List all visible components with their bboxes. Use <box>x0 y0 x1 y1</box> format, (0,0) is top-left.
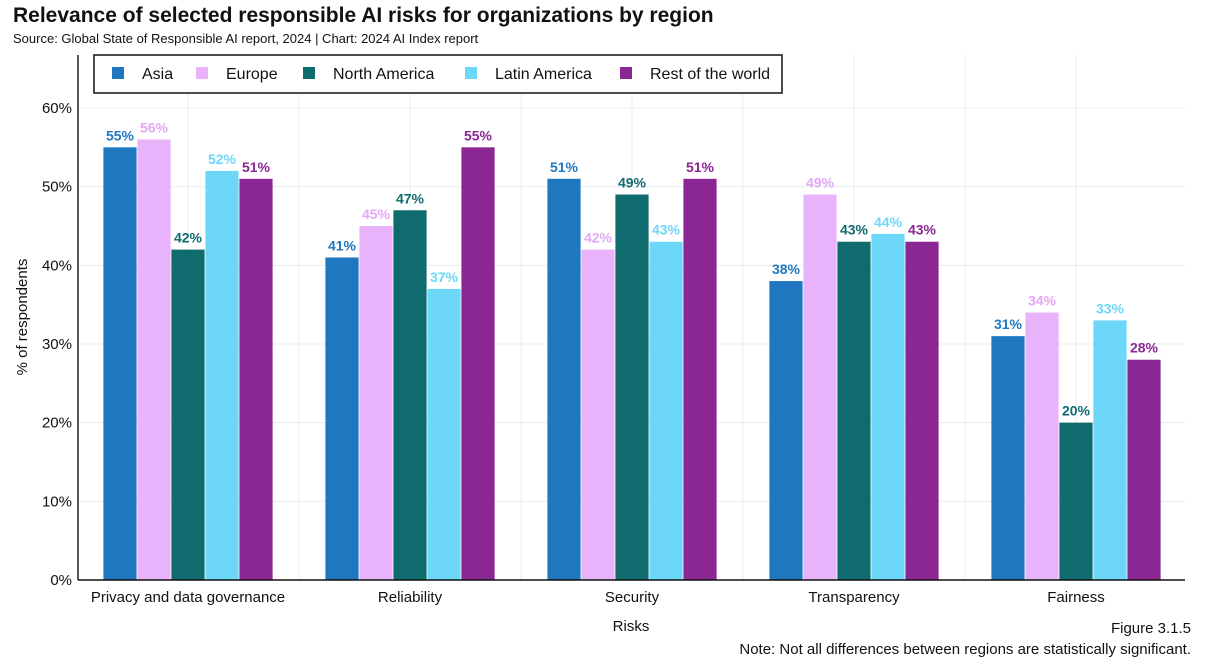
bar <box>137 139 171 580</box>
data-labels: 55% 41% 51% 38% 31% 56% 45% 42% 49% 34% 42% 47% 49% 4… <box>106 119 1159 418</box>
data-label: 37% <box>430 269 459 285</box>
data-label: 49% <box>618 175 647 191</box>
x-axis-title: Risks <box>613 618 650 635</box>
y-tick-label: 60% <box>42 100 72 117</box>
legend-label: North America <box>333 66 434 83</box>
bar <box>547 178 581 581</box>
bar <box>1025 312 1059 580</box>
bar <box>649 241 683 580</box>
legend-swatch <box>196 67 208 79</box>
bar <box>461 147 495 581</box>
data-label: 31% <box>994 316 1023 332</box>
y-tick-label: 0% <box>50 572 72 589</box>
bar <box>991 336 1025 580</box>
data-label: 51% <box>242 159 271 175</box>
x-tick-label: Fairness <box>1047 589 1105 606</box>
data-label: 51% <box>550 159 579 175</box>
data-label: 51% <box>686 159 715 175</box>
y-tick-label: 50% <box>42 179 72 196</box>
bar <box>905 241 939 580</box>
data-label: 43% <box>908 222 937 238</box>
data-label: 20% <box>1062 403 1091 419</box>
x-tick-label: Reliability <box>378 589 443 606</box>
legend-label: Latin America <box>495 66 592 83</box>
x-tick-label: Privacy and data governance <box>91 589 285 606</box>
bar <box>205 170 239 580</box>
bar <box>359 226 393 580</box>
x-tick-label: Security <box>605 589 660 606</box>
bar <box>871 233 905 580</box>
bar <box>239 178 273 581</box>
bar <box>1059 422 1093 580</box>
data-label: 28% <box>1130 340 1159 356</box>
y-axis-title: % of respondents <box>14 259 31 376</box>
legend-label: Europe <box>226 66 278 83</box>
data-label: 41% <box>328 237 357 253</box>
legend: Asia Europe North America Latin America Rest… <box>93 54 783 94</box>
chart-subtitle: Source: Global State of Responsible AI r… <box>13 31 479 46</box>
legend-swatch <box>465 67 477 79</box>
data-label: 55% <box>464 127 493 143</box>
bar <box>103 147 137 581</box>
y-tick-label: 20% <box>42 415 72 432</box>
x-tick-label: Transparency <box>808 589 900 606</box>
bar <box>325 257 359 580</box>
axes: 0% 10% 20% 30% 40% 50% 60% Privacy and data gov… <box>14 55 1185 635</box>
bar <box>171 249 205 580</box>
chart-title: Relevance of selected responsible AI ris… <box>13 4 714 27</box>
bar <box>1127 359 1161 580</box>
bars <box>103 139 1161 581</box>
data-label: 47% <box>396 190 425 206</box>
bar <box>427 288 461 580</box>
data-label: 38% <box>772 261 801 277</box>
bar <box>803 194 837 581</box>
y-tick-label: 30% <box>42 336 72 353</box>
data-label: 42% <box>174 230 203 246</box>
data-label: 49% <box>806 175 835 191</box>
bar <box>837 241 871 580</box>
bar <box>615 194 649 581</box>
y-tick-label: 40% <box>42 257 72 274</box>
data-label: 43% <box>840 222 869 238</box>
bar <box>393 210 427 580</box>
data-label: 52% <box>208 151 237 167</box>
data-label: 44% <box>874 214 903 230</box>
data-label: 42% <box>584 230 613 246</box>
legend-swatch <box>112 67 124 79</box>
data-label: 45% <box>362 206 391 222</box>
data-label: 56% <box>140 119 169 135</box>
bar <box>769 281 803 580</box>
bar <box>683 178 717 581</box>
data-label: 33% <box>1096 300 1125 316</box>
y-tick-label: 10% <box>42 493 72 510</box>
legend-label: Asia <box>142 66 173 83</box>
legend-swatch <box>620 67 632 79</box>
data-label: 34% <box>1028 293 1057 309</box>
note-text: Note: Not all differences between region… <box>739 641 1191 658</box>
legend-swatch <box>303 67 315 79</box>
bar <box>1093 320 1127 580</box>
legend-label: Rest of the world <box>650 66 770 83</box>
data-label: 55% <box>106 127 135 143</box>
legend-box <box>93 54 783 94</box>
figure-label: Figure 3.1.5 <box>1110 620 1191 637</box>
data-label: 43% <box>652 222 681 238</box>
bar <box>581 249 615 580</box>
